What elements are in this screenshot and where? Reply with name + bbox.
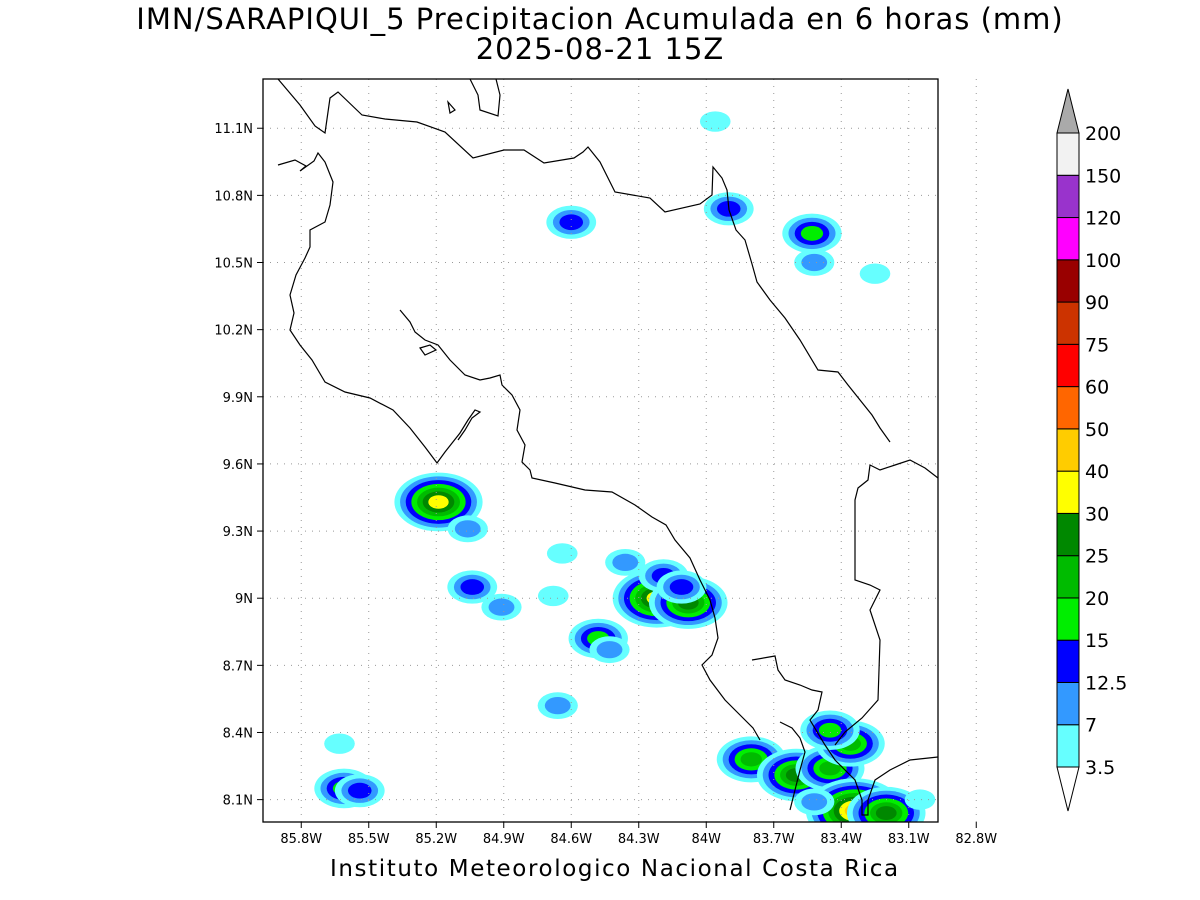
x-tick-label: 84.3W: [618, 832, 660, 847]
colorbar-label: 20: [1085, 588, 1109, 610]
colorbar-label: 12.5: [1085, 672, 1127, 694]
precip-contour: [875, 806, 897, 820]
precip-contour: [612, 553, 639, 572]
colorbar-swatch: [1056, 639, 1080, 683]
coastline-border-lines: [277, 79, 938, 816]
precip-contour: [800, 225, 824, 241]
x-tick-label: 83.1W: [888, 832, 930, 847]
colorbar-label: 25: [1085, 546, 1109, 568]
precip-contour: [904, 789, 936, 810]
y-tick-label: 9.9N: [223, 391, 253, 406]
colorbar-label: 200: [1085, 123, 1121, 145]
colorbar-swatch: [1056, 724, 1080, 768]
y-axis-ticks: 8.1N 8.4N 8.7N 9N 9.3N 9.6N 9.9N 10.2N 10.5N 10.8…: [214, 122, 263, 809]
colorbar-label: 30: [1085, 503, 1109, 525]
colorbar-label: 7: [1085, 715, 1097, 737]
x-tick-label: 84.6W: [550, 832, 592, 847]
x-tick-label: 84.9W: [483, 832, 525, 847]
precip-contour: [699, 111, 731, 132]
x-tick-label: 83.7W: [753, 832, 795, 847]
colorbar-swatch: [1056, 343, 1080, 388]
colorbar-label: 100: [1085, 250, 1121, 272]
colorbar-top-arrow: [1056, 88, 1080, 134]
colorbar-swatch: [1056, 512, 1080, 557]
x-tick-label: 84W: [692, 832, 722, 847]
precip-contour: [818, 722, 842, 738]
colorbar-swatch: [1056, 301, 1080, 345]
colorbar-swatch: [1056, 681, 1080, 726]
precipitation-field: [314, 111, 936, 822]
x-tick-label: 85.2W: [415, 832, 457, 847]
precip-contour: [460, 579, 485, 595]
colorbar-legend: 3.5 7 12.5 15 20 25 30 40 50 60 75 90 100 120 150 200: [1056, 88, 1127, 812]
colorbar-swatch: [1056, 174, 1080, 219]
colorbar-bottom-arrow: [1056, 766, 1080, 812]
precip-contour: [324, 733, 355, 754]
colorbar-label: 15: [1085, 630, 1109, 652]
colorbar-label: 60: [1085, 377, 1109, 399]
x-tick-label: 82.8W: [955, 832, 997, 847]
colorbar-swatch: [1056, 555, 1080, 599]
x-tick-label: 83.4W: [820, 832, 862, 847]
colorbar-label: 75: [1085, 334, 1109, 356]
colorbar-label: 90: [1085, 292, 1109, 314]
precip-contour: [544, 697, 571, 715]
precip-contour: [428, 495, 449, 509]
colorbar-swatch: [1056, 428, 1080, 472]
y-tick-label: 10.5N: [214, 257, 253, 272]
colorbar-swatch: [1056, 470, 1080, 514]
x-axis-ticks: 85.8W 85.5W 85.2W 84.9W 84.6W 84.3W 84W 83.7W 83…: [280, 822, 997, 847]
colorbar-label: 120: [1085, 208, 1121, 230]
colorbar-label: 150: [1085, 165, 1121, 187]
precip-contour: [669, 579, 694, 595]
plot-frame: [262, 78, 939, 823]
y-tick-label: 10.2N: [214, 324, 253, 339]
precip-contour: [546, 543, 578, 564]
colorbar-swatch: [1056, 217, 1080, 261]
precip-contour: [801, 253, 828, 272]
grid-lines: [263, 79, 977, 822]
map-title: IMN/SARAPIQUI_5 Precipitacion Acumulada …: [136, 2, 1064, 36]
y-tick-label: 9.6N: [223, 458, 253, 473]
y-tick-label: 8.7N: [223, 659, 253, 674]
y-tick-label: 9N: [235, 592, 253, 607]
precip-contour: [596, 641, 623, 659]
x-tick-label: 85.8W: [280, 832, 322, 847]
precip-contour: [740, 752, 762, 767]
precip-contour: [819, 761, 841, 776]
y-tick-label: 10.8N: [214, 189, 253, 204]
colorbar-swatch: [1056, 259, 1080, 303]
footer-credit: Instituto Meteorologico Nacional Costa R…: [330, 856, 900, 882]
y-tick-label: 8.1N: [223, 794, 253, 809]
y-tick-label: 8.4N: [223, 726, 253, 741]
colorbar-swatch: [1056, 597, 1080, 641]
y-tick-label: 9.3N: [223, 525, 253, 540]
colorbar-label: 40: [1085, 461, 1109, 483]
precip-contour: [537, 585, 569, 607]
colorbar-swatch: [1056, 386, 1080, 430]
colorbar-swatch: [1056, 132, 1080, 176]
precip-contour: [454, 520, 481, 538]
map-subtitle-datetime: 2025-08-21 15Z: [475, 32, 725, 66]
colorbar-label: 3.5: [1085, 757, 1115, 779]
precip-contour: [801, 793, 828, 811]
x-tick-label: 85.5W: [348, 832, 390, 847]
precip-contour: [859, 263, 891, 284]
precip-contour: [488, 598, 515, 616]
y-tick-label: 11.1N: [214, 122, 253, 137]
precip-contour: [347, 782, 372, 799]
precip-contour: [559, 214, 584, 231]
colorbar-label: 50: [1085, 419, 1109, 441]
